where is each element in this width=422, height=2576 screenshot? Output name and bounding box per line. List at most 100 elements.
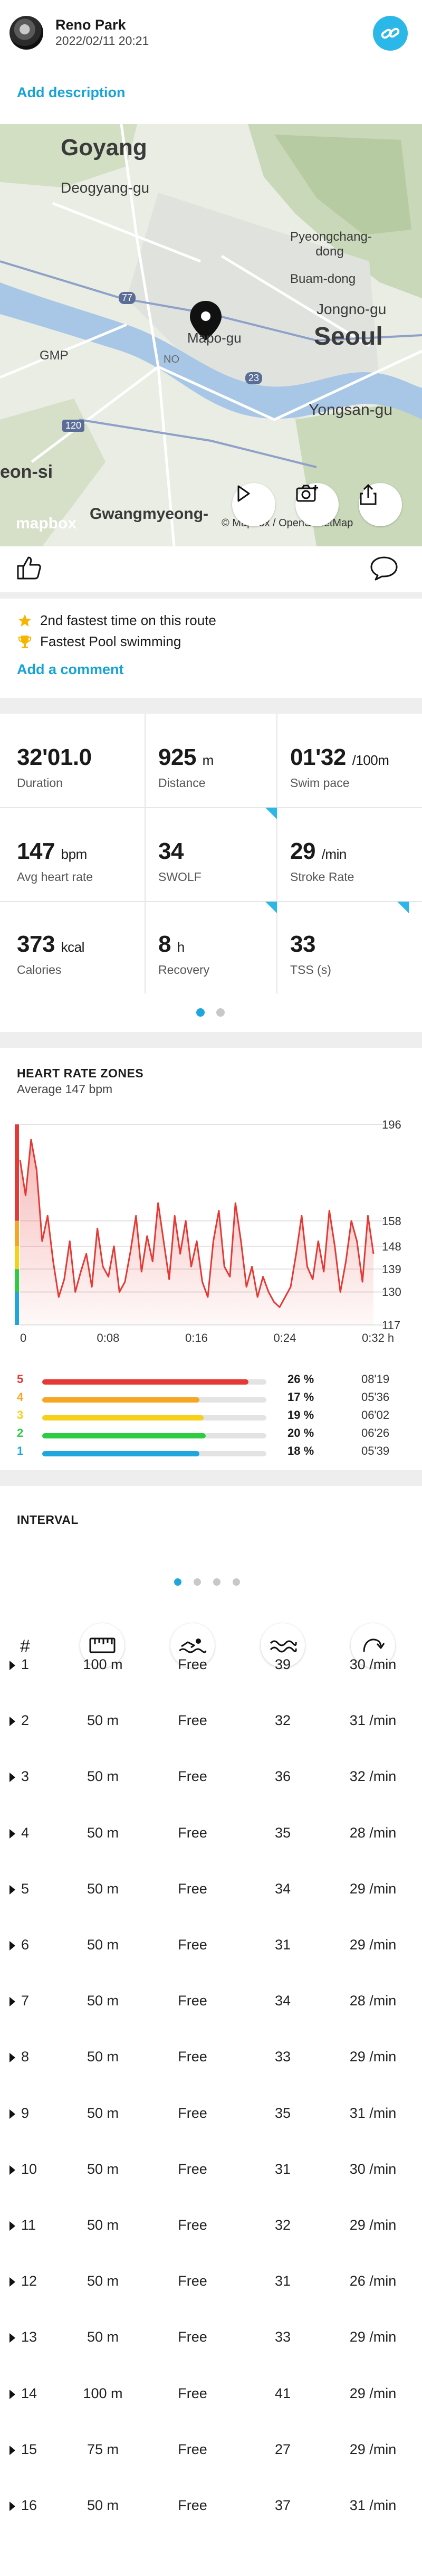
expand-arrow-icon[interactable]: [9, 1717, 15, 1727]
interval-stroke-rate: 28 /min: [349, 1993, 397, 2009]
page-dot[interactable]: [233, 1578, 240, 1586]
camera-plus-icon: [296, 485, 318, 502]
stat-duration[interactable]: 32'01.0 Duration: [17, 744, 149, 790]
expand-corner-icon[interactable]: [397, 902, 409, 913]
stat-swim-pace[interactable]: 01'32 /100m Swim pace: [290, 744, 422, 790]
user-name[interactable]: Reno Park: [55, 17, 126, 33]
stat-recovery[interactable]: 8 h Recovery: [158, 931, 290, 977]
page-dot[interactable]: [194, 1578, 201, 1586]
add-description-link[interactable]: Add description: [17, 84, 126, 100]
interval-row[interactable]: 10 50 m Free 31 30 /min: [0, 2161, 422, 2217]
interval-swolf: 41: [274, 2385, 291, 2401]
interval-distance: 50 m: [87, 2329, 119, 2345]
interval-row[interactable]: 13 50 m Free 33 29 /min: [0, 2329, 422, 2385]
hr-chart[interactable]: [0, 1109, 422, 1351]
page-dot-active[interactable]: [196, 1008, 205, 1017]
expand-arrow-icon[interactable]: [9, 2277, 15, 2287]
interval-row[interactable]: 14 100 m Free 41 29 /min: [0, 2385, 422, 2441]
zone-bar-track: [42, 1397, 266, 1403]
interval-distance: 100 m: [83, 2385, 123, 2401]
hr-y-tick-label: 158: [382, 1214, 401, 1228]
add-photo-button[interactable]: [295, 483, 339, 526]
interval-row[interactable]: 11 50 m Free 32 29 /min: [0, 2217, 422, 2273]
hr-y-tick-label: 117: [382, 1319, 401, 1332]
expand-arrow-icon[interactable]: [9, 2165, 15, 2175]
interval-row[interactable]: 15 75 m Free 27 29 /min: [0, 2441, 422, 2497]
interval-row[interactable]: 2 50 m Free 32 31 /min: [0, 1712, 422, 1768]
interval-row[interactable]: 12 50 m Free 31 26 /min: [0, 2273, 422, 2329]
hr-zone-row[interactable]: 3 19 % 06'02: [0, 1408, 422, 1426]
stat-calories[interactable]: 373 kcal Calories: [17, 931, 149, 977]
expand-arrow-icon[interactable]: [9, 1997, 15, 2007]
activity-type-badge[interactable]: [373, 16, 408, 51]
interval-number: 1: [21, 1656, 30, 1672]
stat-unit: h: [177, 939, 185, 955]
interval-swolf: 36: [274, 1768, 291, 1785]
page-dot[interactable]: [216, 1008, 225, 1017]
expand-corner-icon[interactable]: [265, 902, 277, 913]
stat-unit: /100m: [352, 752, 389, 768]
column-swolf[interactable]: [261, 1623, 305, 1668]
interval-swolf: 35: [274, 1824, 291, 1841]
column-hash: #: [20, 1636, 30, 1656]
expand-corner-icon[interactable]: [265, 808, 277, 819]
hr-zone-row[interactable]: 1 18 % 05'39: [0, 1444, 422, 1462]
expand-arrow-icon[interactable]: [9, 1773, 15, 1783]
stat-tss[interactable]: 33 TSS (s): [290, 931, 422, 977]
hr-zone-band: [15, 1124, 19, 1221]
interval-row[interactable]: 6 50 m Free 31 29 /min: [0, 1937, 422, 1993]
page-dot[interactable]: [213, 1578, 220, 1586]
hr-zones-title: HEART RATE ZONES: [17, 1066, 144, 1080]
expand-arrow-icon[interactable]: [9, 1941, 15, 1950]
map-label: 120: [62, 420, 85, 432]
interval-stroke-rate: 31 /min: [349, 2105, 397, 2121]
interval-row[interactable]: 7 50 m Free 34 28 /min: [0, 1993, 422, 2049]
expand-arrow-icon[interactable]: [9, 2053, 15, 2063]
interval-row[interactable]: 3 50 m Free 36 32 /min: [0, 1768, 422, 1824]
hr-zone-row[interactable]: 2 20 % 06'26: [0, 1426, 422, 1444]
map-label: Goyang: [61, 135, 147, 160]
swolf-waves-icon: [270, 1640, 297, 1653]
interval-number: 10: [21, 2161, 37, 2177]
avatar[interactable]: [9, 16, 43, 50]
interval-row[interactable]: 5 50 m Free 34 29 /min: [0, 1881, 422, 1937]
interval-row[interactable]: 4 50 m Free 35 28 /min: [0, 1825, 422, 1881]
zone-time: 06'02: [361, 1408, 390, 1422]
column-distance[interactable]: [80, 1623, 124, 1668]
interval-stroke-rate: 28 /min: [349, 1824, 397, 1841]
interval-swolf: 39: [274, 1656, 291, 1672]
stat-unit: bpm: [61, 846, 88, 862]
stat-swolf[interactable]: 34 SWOLF: [158, 838, 290, 884]
like-icon[interactable]: [16, 554, 42, 581]
map-label: Seoul: [314, 323, 383, 351]
expand-arrow-icon[interactable]: [9, 2109, 15, 2119]
add-comment-link[interactable]: Add a comment: [17, 661, 124, 677]
stat-avg-heart-rate[interactable]: 147 bpm Avg heart rate: [17, 838, 149, 884]
expand-arrow-icon[interactable]: [9, 2389, 15, 2399]
interval-row[interactable]: 8 50 m Free 33 29 /min: [0, 2049, 422, 2105]
expand-arrow-icon[interactable]: [9, 2502, 15, 2511]
expand-arrow-icon[interactable]: [9, 1884, 15, 1895]
interval-swolf: 32: [274, 2217, 291, 2233]
interval-row[interactable]: 9 50 m Free 35 31 /min: [0, 2105, 422, 2161]
expand-arrow-icon[interactable]: [9, 2445, 15, 2455]
interval-row[interactable]: 1 100 m Free 39 30 /min: [0, 1656, 422, 1712]
column-stroke-rate[interactable]: [351, 1623, 395, 1668]
interval-number: 8: [21, 2049, 30, 2065]
hr-zone-row[interactable]: 5 26 % 08'19: [0, 1372, 422, 1390]
stat-stroke-rate[interactable]: 29 /min Stroke Rate: [290, 838, 422, 884]
expand-arrow-icon[interactable]: [9, 1829, 15, 1839]
play-route-button[interactable]: [232, 483, 275, 526]
column-swim-style[interactable]: [170, 1623, 215, 1668]
page-dot-active[interactable]: [174, 1578, 181, 1586]
zone-bar-track: [42, 1433, 266, 1438]
expand-arrow-icon[interactable]: [9, 1661, 15, 1670]
expand-arrow-icon[interactable]: [9, 2221, 15, 2231]
stat-distance[interactable]: 925 m Distance: [158, 744, 290, 790]
route-map[interactable]: Goyang Deogyang-gu Pyeongchang-dong Buam…: [0, 124, 422, 546]
hr-zone-row[interactable]: 4 17 % 05'36: [0, 1390, 422, 1408]
expand-arrow-icon[interactable]: [9, 2333, 15, 2343]
share-button[interactable]: [359, 483, 402, 526]
comment-icon[interactable]: [369, 554, 399, 581]
interval-row[interactable]: 16 50 m Free 37 31 /min: [0, 2497, 422, 2553]
